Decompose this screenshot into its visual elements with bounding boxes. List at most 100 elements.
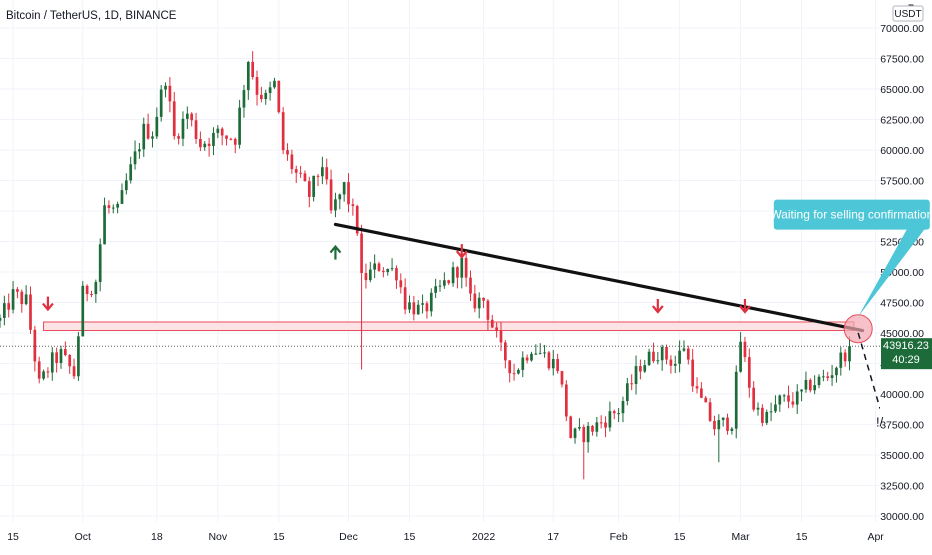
candle[interactable] [50, 347, 54, 381]
candle[interactable] [447, 279, 451, 285]
candle[interactable] [264, 89, 268, 105]
candle[interactable] [334, 192, 337, 218]
candle[interactable] [416, 300, 420, 315]
candle[interactable] [617, 407, 620, 423]
candle[interactable] [103, 197, 106, 245]
candle[interactable] [490, 314, 494, 329]
candle[interactable] [647, 348, 651, 366]
candle[interactable] [81, 281, 85, 337]
candle[interactable] [138, 143, 141, 159]
candle[interactable] [656, 352, 660, 365]
candle[interactable] [695, 377, 699, 394]
candle[interactable] [421, 294, 424, 314]
candle[interactable] [390, 258, 394, 272]
candle[interactable] [63, 341, 67, 357]
candle[interactable] [72, 358, 76, 380]
candle[interactable] [364, 263, 368, 289]
candle[interactable] [700, 382, 703, 399]
candle[interactable] [495, 322, 498, 338]
candle[interactable] [608, 401, 612, 432]
candle[interactable] [813, 375, 817, 395]
candle[interactable] [42, 369, 45, 381]
candle[interactable] [368, 261, 372, 283]
candle[interactable] [290, 149, 294, 174]
candle[interactable] [634, 355, 638, 395]
candle[interactable] [242, 84, 246, 118]
candle[interactable] [769, 402, 773, 422]
candle[interactable] [625, 377, 629, 406]
candle[interactable] [564, 380, 568, 422]
candle[interactable] [233, 137, 237, 154]
candle[interactable] [682, 340, 686, 352]
candle[interactable] [734, 365, 738, 439]
candle[interactable] [556, 353, 559, 374]
candle[interactable] [630, 374, 634, 391]
candle[interactable] [220, 127, 224, 146]
candle[interactable] [212, 127, 215, 156]
candle[interactable] [817, 374, 821, 389]
candle[interactable] [11, 281, 15, 314]
candle[interactable] [181, 111, 185, 147]
currency-button[interactable]: USDT [892, 5, 924, 22]
candle[interactable] [547, 350, 551, 371]
candle[interactable] [325, 158, 329, 185]
down-arrow-icon[interactable] [739, 299, 751, 314]
candle[interactable] [159, 85, 163, 122]
candle[interactable] [273, 77, 276, 89]
candle[interactable] [190, 112, 194, 127]
candle[interactable] [355, 204, 359, 236]
candle[interactable] [708, 398, 712, 423]
candle[interactable] [756, 402, 760, 416]
candle[interactable] [94, 279, 98, 303]
candle[interactable] [98, 238, 102, 292]
candle[interactable] [55, 347, 58, 373]
candle[interactable] [517, 368, 520, 375]
candle[interactable] [560, 370, 564, 388]
candle[interactable] [329, 169, 333, 214]
candle[interactable] [826, 371, 830, 381]
candle[interactable] [255, 70, 259, 106]
candle[interactable] [473, 284, 477, 313]
candle[interactable] [16, 287, 19, 299]
candle[interactable] [133, 140, 137, 170]
candle[interactable] [804, 371, 808, 393]
candle[interactable] [203, 141, 207, 151]
candle[interactable] [443, 272, 446, 289]
candle[interactable] [7, 293, 11, 318]
candle[interactable] [586, 422, 590, 453]
candle[interactable] [639, 359, 642, 380]
annotation-callout[interactable]: Waiting for selling confirmation [770, 199, 932, 317]
candle[interactable] [3, 295, 6, 326]
candle[interactable] [403, 278, 407, 315]
drawings[interactable] [42, 222, 881, 409]
candle[interactable] [225, 135, 228, 146]
candle[interactable] [316, 173, 320, 187]
candle[interactable] [434, 278, 437, 299]
candle[interactable] [660, 344, 664, 371]
candle[interactable] [321, 156, 324, 185]
candle[interactable] [848, 336, 851, 371]
down-arrow-icon[interactable] [42, 296, 54, 312]
candle[interactable] [835, 366, 838, 383]
candle[interactable] [595, 416, 599, 437]
candle[interactable] [194, 112, 198, 144]
candle[interactable] [373, 254, 377, 278]
candle[interactable] [691, 349, 695, 392]
candle[interactable] [172, 91, 176, 140]
candle[interactable] [525, 354, 529, 364]
candle[interactable] [713, 415, 716, 436]
candle[interactable] [199, 131, 202, 152]
candle[interactable] [808, 378, 812, 393]
candle[interactable] [216, 125, 220, 139]
candle[interactable] [395, 265, 398, 289]
candle[interactable] [578, 418, 581, 431]
trendline[interactable] [333, 222, 865, 333]
candle[interactable] [551, 350, 555, 376]
candle[interactable] [652, 342, 655, 363]
candle[interactable] [0, 314, 2, 328]
candle[interactable] [761, 404, 764, 427]
resistance-zone-rect[interactable] [43, 321, 855, 332]
candle[interactable] [177, 133, 180, 145]
candle[interactable] [643, 359, 647, 374]
up-arrow-icon[interactable] [329, 244, 342, 260]
